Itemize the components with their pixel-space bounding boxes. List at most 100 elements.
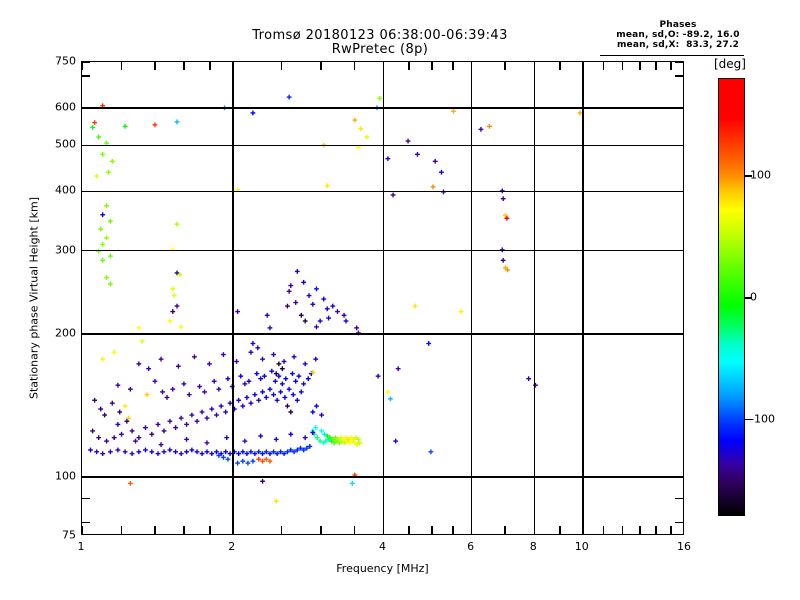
y-axis-tick-labels: 75 100 200 300 400 500 600 750	[20, 55, 76, 542]
x-axis-tick-labels: 1 2 4 6 8 10 16	[78, 540, 692, 556]
scatter-point	[263, 449, 269, 455]
scatter-point	[223, 409, 229, 415]
scatter-point	[192, 354, 197, 360]
scatter-point	[115, 382, 121, 388]
colorbar-ticks	[718, 78, 752, 516]
scatter-point	[432, 158, 438, 164]
colorbar-tick-label: 0	[750, 290, 757, 304]
axis-tick-x	[559, 526, 561, 534]
scatter-point	[302, 318, 308, 324]
scatter-point	[319, 412, 324, 418]
colorbar-tick	[745, 418, 752, 421]
scatter-point	[335, 436, 341, 442]
scatter-point	[288, 447, 294, 453]
scatter-point	[291, 449, 297, 455]
scatter-point	[100, 451, 106, 457]
axis-tick-x	[353, 526, 356, 534]
scatter-point	[288, 431, 294, 437]
gridline-vertical	[232, 62, 234, 534]
scatter-point	[256, 449, 262, 455]
axis-tick-x	[431, 526, 433, 534]
scatter-point	[294, 447, 300, 453]
colorbar-tick	[745, 175, 752, 177]
axis-tick-x	[183, 62, 185, 70]
y-tick-label: 400	[55, 183, 76, 197]
axis-tick-y	[675, 249, 683, 252]
scatter-point	[111, 349, 117, 355]
scatter-point	[276, 373, 282, 379]
scatter-point	[296, 373, 302, 379]
axis-tick-y	[675, 190, 683, 193]
scatter-point	[252, 392, 258, 398]
scatter-point	[338, 435, 344, 441]
scatter-point	[250, 341, 256, 346]
scatter-point	[204, 440, 210, 446]
scatter-point	[184, 449, 189, 455]
scatter-point	[104, 235, 109, 241]
y-tick-label: 600	[55, 100, 76, 114]
scatter-point	[348, 435, 354, 441]
scatter-point	[256, 456, 262, 462]
scatter-point	[321, 296, 327, 302]
scatter-point	[122, 403, 128, 409]
colorbar-gradient	[718, 78, 745, 516]
scatter-point	[216, 453, 222, 458]
scatter-point	[225, 376, 231, 382]
scatter-point	[167, 447, 173, 453]
scatter-point	[377, 96, 383, 101]
axis-tick-y	[82, 144, 90, 147]
scatter-point	[242, 381, 248, 387]
y-tick-label: 100	[55, 469, 76, 483]
scatter-point	[499, 247, 505, 253]
scatter-point	[167, 318, 173, 324]
scatter-point	[240, 449, 246, 455]
scatter-point	[100, 356, 106, 362]
scatter-point	[439, 169, 444, 175]
scatter-point	[158, 356, 164, 362]
scatter-point	[260, 389, 265, 395]
scatter-point	[225, 456, 231, 462]
scatter-point	[352, 440, 358, 446]
axis-tick-x	[655, 62, 657, 70]
scatter-point	[155, 451, 161, 457]
axis-tick-y	[82, 333, 90, 335]
plot-frame	[81, 61, 684, 535]
scatter-point	[100, 257, 106, 263]
axis-tick-x	[452, 62, 454, 70]
scatter-point	[405, 138, 411, 144]
scatter-point	[415, 151, 420, 157]
scatter-point	[178, 324, 184, 330]
scatter-point	[271, 392, 276, 398]
scatter-point	[285, 449, 290, 455]
scatter-point	[96, 435, 102, 441]
scatter-point	[324, 306, 330, 312]
scatter-point	[184, 422, 189, 427]
x-tick-label: 8	[529, 540, 537, 553]
scatter-point	[109, 400, 115, 406]
scatter-point	[127, 481, 133, 486]
axis-tick-y	[675, 75, 683, 77]
axis-tick-y	[82, 476, 90, 478]
axis-tick-x	[82, 62, 83, 70]
scatter-point	[136, 325, 142, 331]
scatter-point	[236, 397, 242, 403]
scatter-point	[335, 309, 340, 314]
scatter-point	[115, 447, 121, 453]
scatter-point	[341, 436, 346, 442]
scatter-point	[271, 352, 276, 357]
scatter-point	[343, 435, 349, 441]
axis-tick-x	[470, 526, 473, 534]
scatter-point	[349, 481, 355, 486]
scatter-point	[294, 397, 300, 403]
scatter-point	[174, 270, 180, 276]
scatter-point	[395, 366, 401, 372]
scatter-point	[326, 436, 332, 442]
scatter-point	[235, 187, 240, 193]
scatter-point	[211, 378, 217, 384]
x-tick-label: 6	[467, 540, 475, 553]
scatter-point	[301, 447, 307, 453]
scatter-point	[298, 312, 304, 318]
scatter-point	[258, 433, 264, 439]
axis-tick-x	[280, 62, 283, 70]
axis-tick-x	[452, 526, 454, 534]
